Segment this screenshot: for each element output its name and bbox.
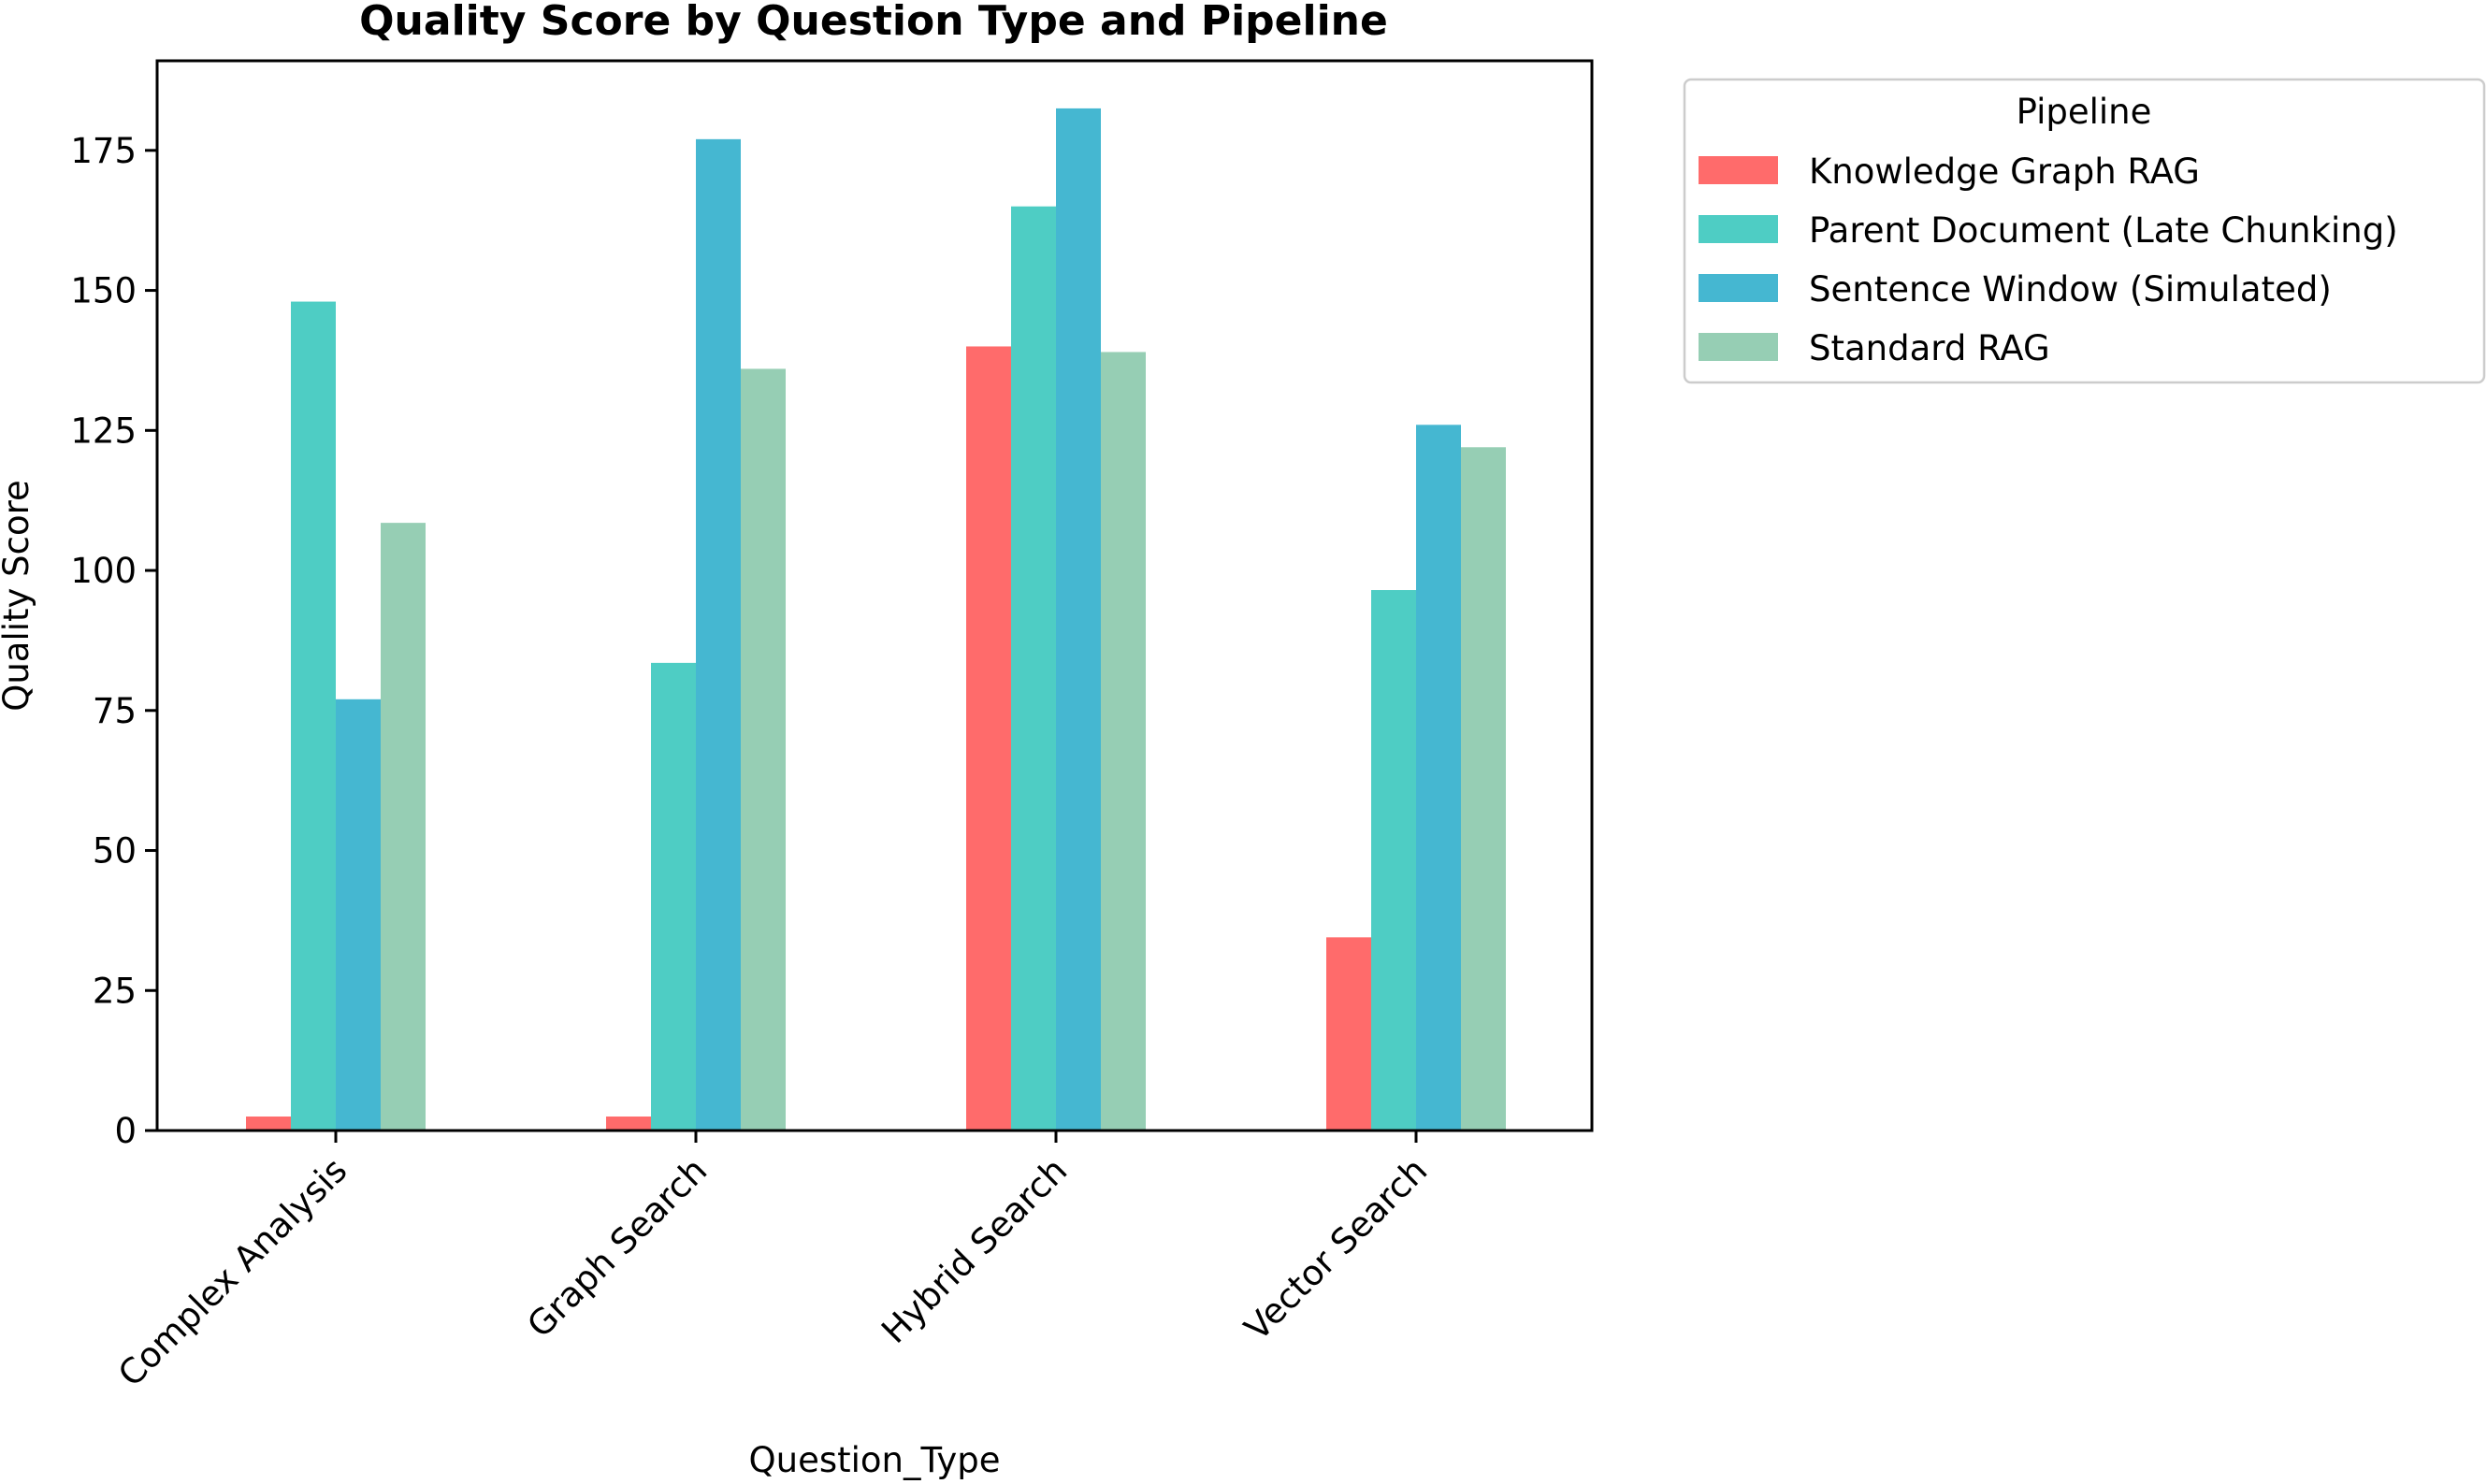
bar-parent-document-late-chunking-graph-search <box>651 662 696 1131</box>
bar-standard-rag-complex-analysis <box>381 523 426 1131</box>
legend-label: Parent Document (Late Chunking) <box>1809 210 2398 251</box>
x-tick-label: Hybrid Search <box>874 1150 1075 1351</box>
legend-label: Standard RAG <box>1809 328 2050 368</box>
legend: Pipeline Knowledge Graph RAG Parent Docum… <box>1683 78 2486 384</box>
y-axis-label: Quality Score <box>0 480 36 712</box>
y-tick-label: 50 <box>93 831 137 872</box>
y-tick-label: 0 <box>114 1111 137 1151</box>
y-tick-label: 75 <box>93 691 137 731</box>
bar-parent-document-late-chunking-hybrid-search <box>1011 206 1056 1131</box>
bars <box>246 108 1506 1131</box>
y-tick-label: 125 <box>70 411 137 451</box>
y-tick-label: 25 <box>93 971 137 1011</box>
chart-title: Quality Score by Question Type and Pipel… <box>359 0 1388 45</box>
y-tick-label: 175 <box>70 131 137 171</box>
legend-title: Pipeline <box>2017 92 2152 132</box>
x-tick-label: Graph Search <box>520 1150 716 1346</box>
bar-sentence-window-simulated-vector-search <box>1416 425 1461 1131</box>
bar-parent-document-late-chunking-vector-search <box>1371 590 1416 1131</box>
bar-knowledge-graph-rag-vector-search <box>1326 937 1371 1131</box>
bar-sentence-window-simulated-complex-analysis <box>336 699 381 1131</box>
bar-standard-rag-graph-search <box>741 368 786 1131</box>
legend-label: Knowledge Graph RAG <box>1809 151 2200 192</box>
y-tick-label: 100 <box>70 551 137 591</box>
x-tick-label: Vector Search <box>1236 1150 1435 1348</box>
legend-frame <box>1683 78 2486 384</box>
bar-standard-rag-hybrid-search <box>1101 352 1146 1131</box>
legend-swatch <box>1699 333 1778 361</box>
x-axis: Complex Analysis Graph Search Hybrid Searc… <box>110 1131 1435 1394</box>
legend-swatch <box>1699 156 1778 184</box>
legend-swatch <box>1699 215 1778 243</box>
legend-label: Sentence Window (Simulated) <box>1809 269 2332 310</box>
bar-sentence-window-simulated-hybrid-search <box>1056 108 1101 1131</box>
x-axis-label: Question_Type <box>749 1440 1001 1480</box>
legend-swatch <box>1699 274 1778 302</box>
x-tick-label: Complex Analysis <box>110 1150 354 1394</box>
plot-area-frame <box>155 59 1594 1132</box>
y-axis: 0 25 50 75 100 125 150 175 <box>70 131 157 1151</box>
bar-knowledge-graph-rag-hybrid-search <box>966 346 1011 1131</box>
bar-parent-document-late-chunking-complex-analysis <box>291 301 336 1131</box>
bar-knowledge-graph-rag-graph-search <box>606 1117 651 1131</box>
bar-sentence-window-simulated-graph-search <box>696 138 741 1131</box>
bar-standard-rag-vector-search <box>1461 447 1506 1131</box>
bar-knowledge-graph-rag-complex-analysis <box>246 1117 291 1131</box>
legend-items: Knowledge Graph RAG Parent Document (Late… <box>1699 151 2398 368</box>
y-tick-label: 150 <box>70 271 137 311</box>
